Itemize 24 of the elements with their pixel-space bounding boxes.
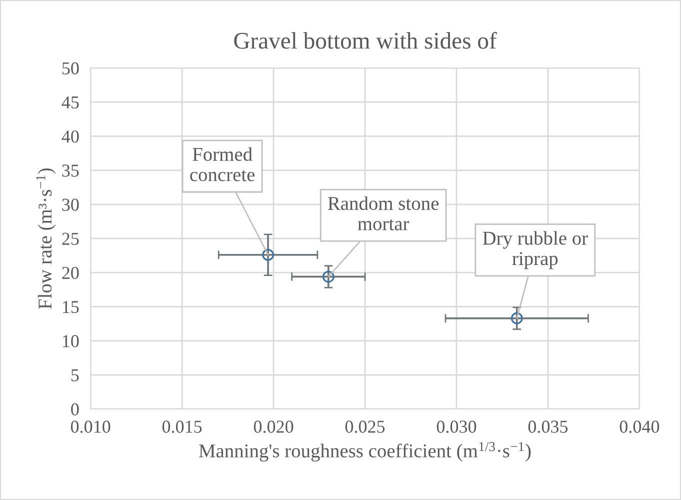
x-axis-title: Manning's roughness coefficient (m$^{1/3}$·s$^{−1}$) — [199, 442, 531, 462]
x-tick-label: 0.010 — [70, 420, 110, 433]
y-tick-label: 40 — [62, 130, 79, 143]
y-tick-label: 50 — [62, 62, 79, 74]
y-tick-label: 25 — [62, 232, 79, 245]
y-tick-label: 5 — [71, 369, 79, 382]
y-tick-label: 10 — [62, 335, 79, 348]
annotation: Formed concrete — [190, 147, 255, 182]
annotation: Dry rubble or riprap — [482, 231, 588, 270]
y-axis-title: Flow rate (m³·s$^{−1}$) — [36, 168, 56, 309]
y-tick-label: 30 — [62, 198, 79, 211]
x-tick-label: 0.030 — [436, 420, 476, 433]
annotation: Random stone mortar — [328, 196, 439, 230]
y-tick-label: 0 — [71, 403, 79, 416]
y-tick-label: 15 — [62, 301, 79, 314]
y-tick-label: 35 — [62, 164, 79, 177]
x-tick-label: 0.020 — [254, 420, 294, 433]
y-tick-label: 20 — [62, 266, 79, 280]
x-tick-label: 0.015 — [162, 420, 202, 433]
y-tick-label: 45 — [62, 96, 79, 109]
chart-title: Gravel bottom with sides of — [234, 32, 497, 49]
x-tick-label: 0.025 — [345, 420, 385, 433]
x-tick-label: 0.040 — [620, 420, 660, 433]
x-tick-label: 0.035 — [528, 420, 568, 433]
